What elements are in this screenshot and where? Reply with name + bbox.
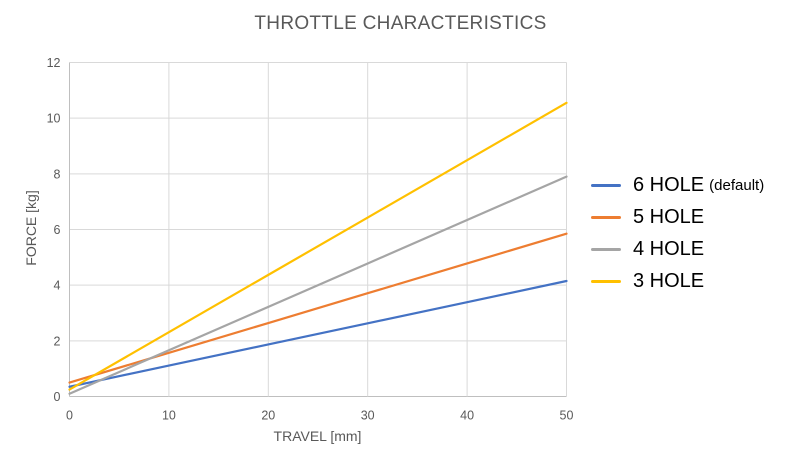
- legend-item-3-hole: 3 HOLE: [591, 265, 764, 297]
- y-tick-label-8: 8: [54, 167, 61, 181]
- legend: 6 HOLE (default) 5 HOLE 4 HOLE 3 HOLE: [591, 169, 764, 297]
- y-tick-label-4: 4: [54, 279, 61, 293]
- legend-item-4-hole: 4 HOLE: [591, 233, 764, 265]
- y-tick-label-12: 12: [47, 56, 61, 70]
- x-tick-label-40: 40: [460, 409, 474, 423]
- legend-label-6-hole: 6 HOLE: [633, 173, 705, 196]
- legend-label-5-hole: 5 HOLE: [633, 205, 705, 228]
- y-tick-label-10: 10: [47, 112, 61, 126]
- x-tick-label-30: 30: [361, 409, 375, 423]
- legend-label-3-hole: 3 HOLE: [633, 269, 705, 292]
- series-line-3-hole: [68, 101, 568, 391]
- legend-item-6-hole: 6 HOLE (default): [591, 169, 764, 201]
- legend-label-4-hole: 4 HOLE: [633, 237, 705, 260]
- y-tick-label-6: 6: [54, 223, 61, 237]
- x-tick-label-50: 50: [560, 409, 574, 423]
- chart-title: THROTTLE CHARACTERISTICS: [254, 13, 547, 34]
- legend-item-5-hole: 5 HOLE: [591, 201, 764, 233]
- x-tick-label-0: 0: [66, 409, 73, 423]
- series-line-4-hole: [68, 175, 568, 395]
- legend-suffix-6-hole: (default): [709, 176, 765, 194]
- y-axis-title: FORCE [kg]: [23, 190, 39, 266]
- series-line-6-hole: [68, 279, 568, 388]
- y-tick-label-0: 0: [54, 390, 61, 404]
- y-tick-label-2: 2: [54, 334, 61, 348]
- legend-swatch-3-hole: [591, 279, 621, 283]
- legend-swatch-5-hole: [591, 215, 621, 219]
- x-tick-label-20: 20: [261, 409, 275, 423]
- legend-swatch-4-hole: [591, 247, 621, 251]
- x-tick-label-10: 10: [162, 409, 176, 423]
- legend-swatch-6-hole: [591, 183, 621, 187]
- x-axis-title: TRAVEL [mm]: [273, 428, 362, 444]
